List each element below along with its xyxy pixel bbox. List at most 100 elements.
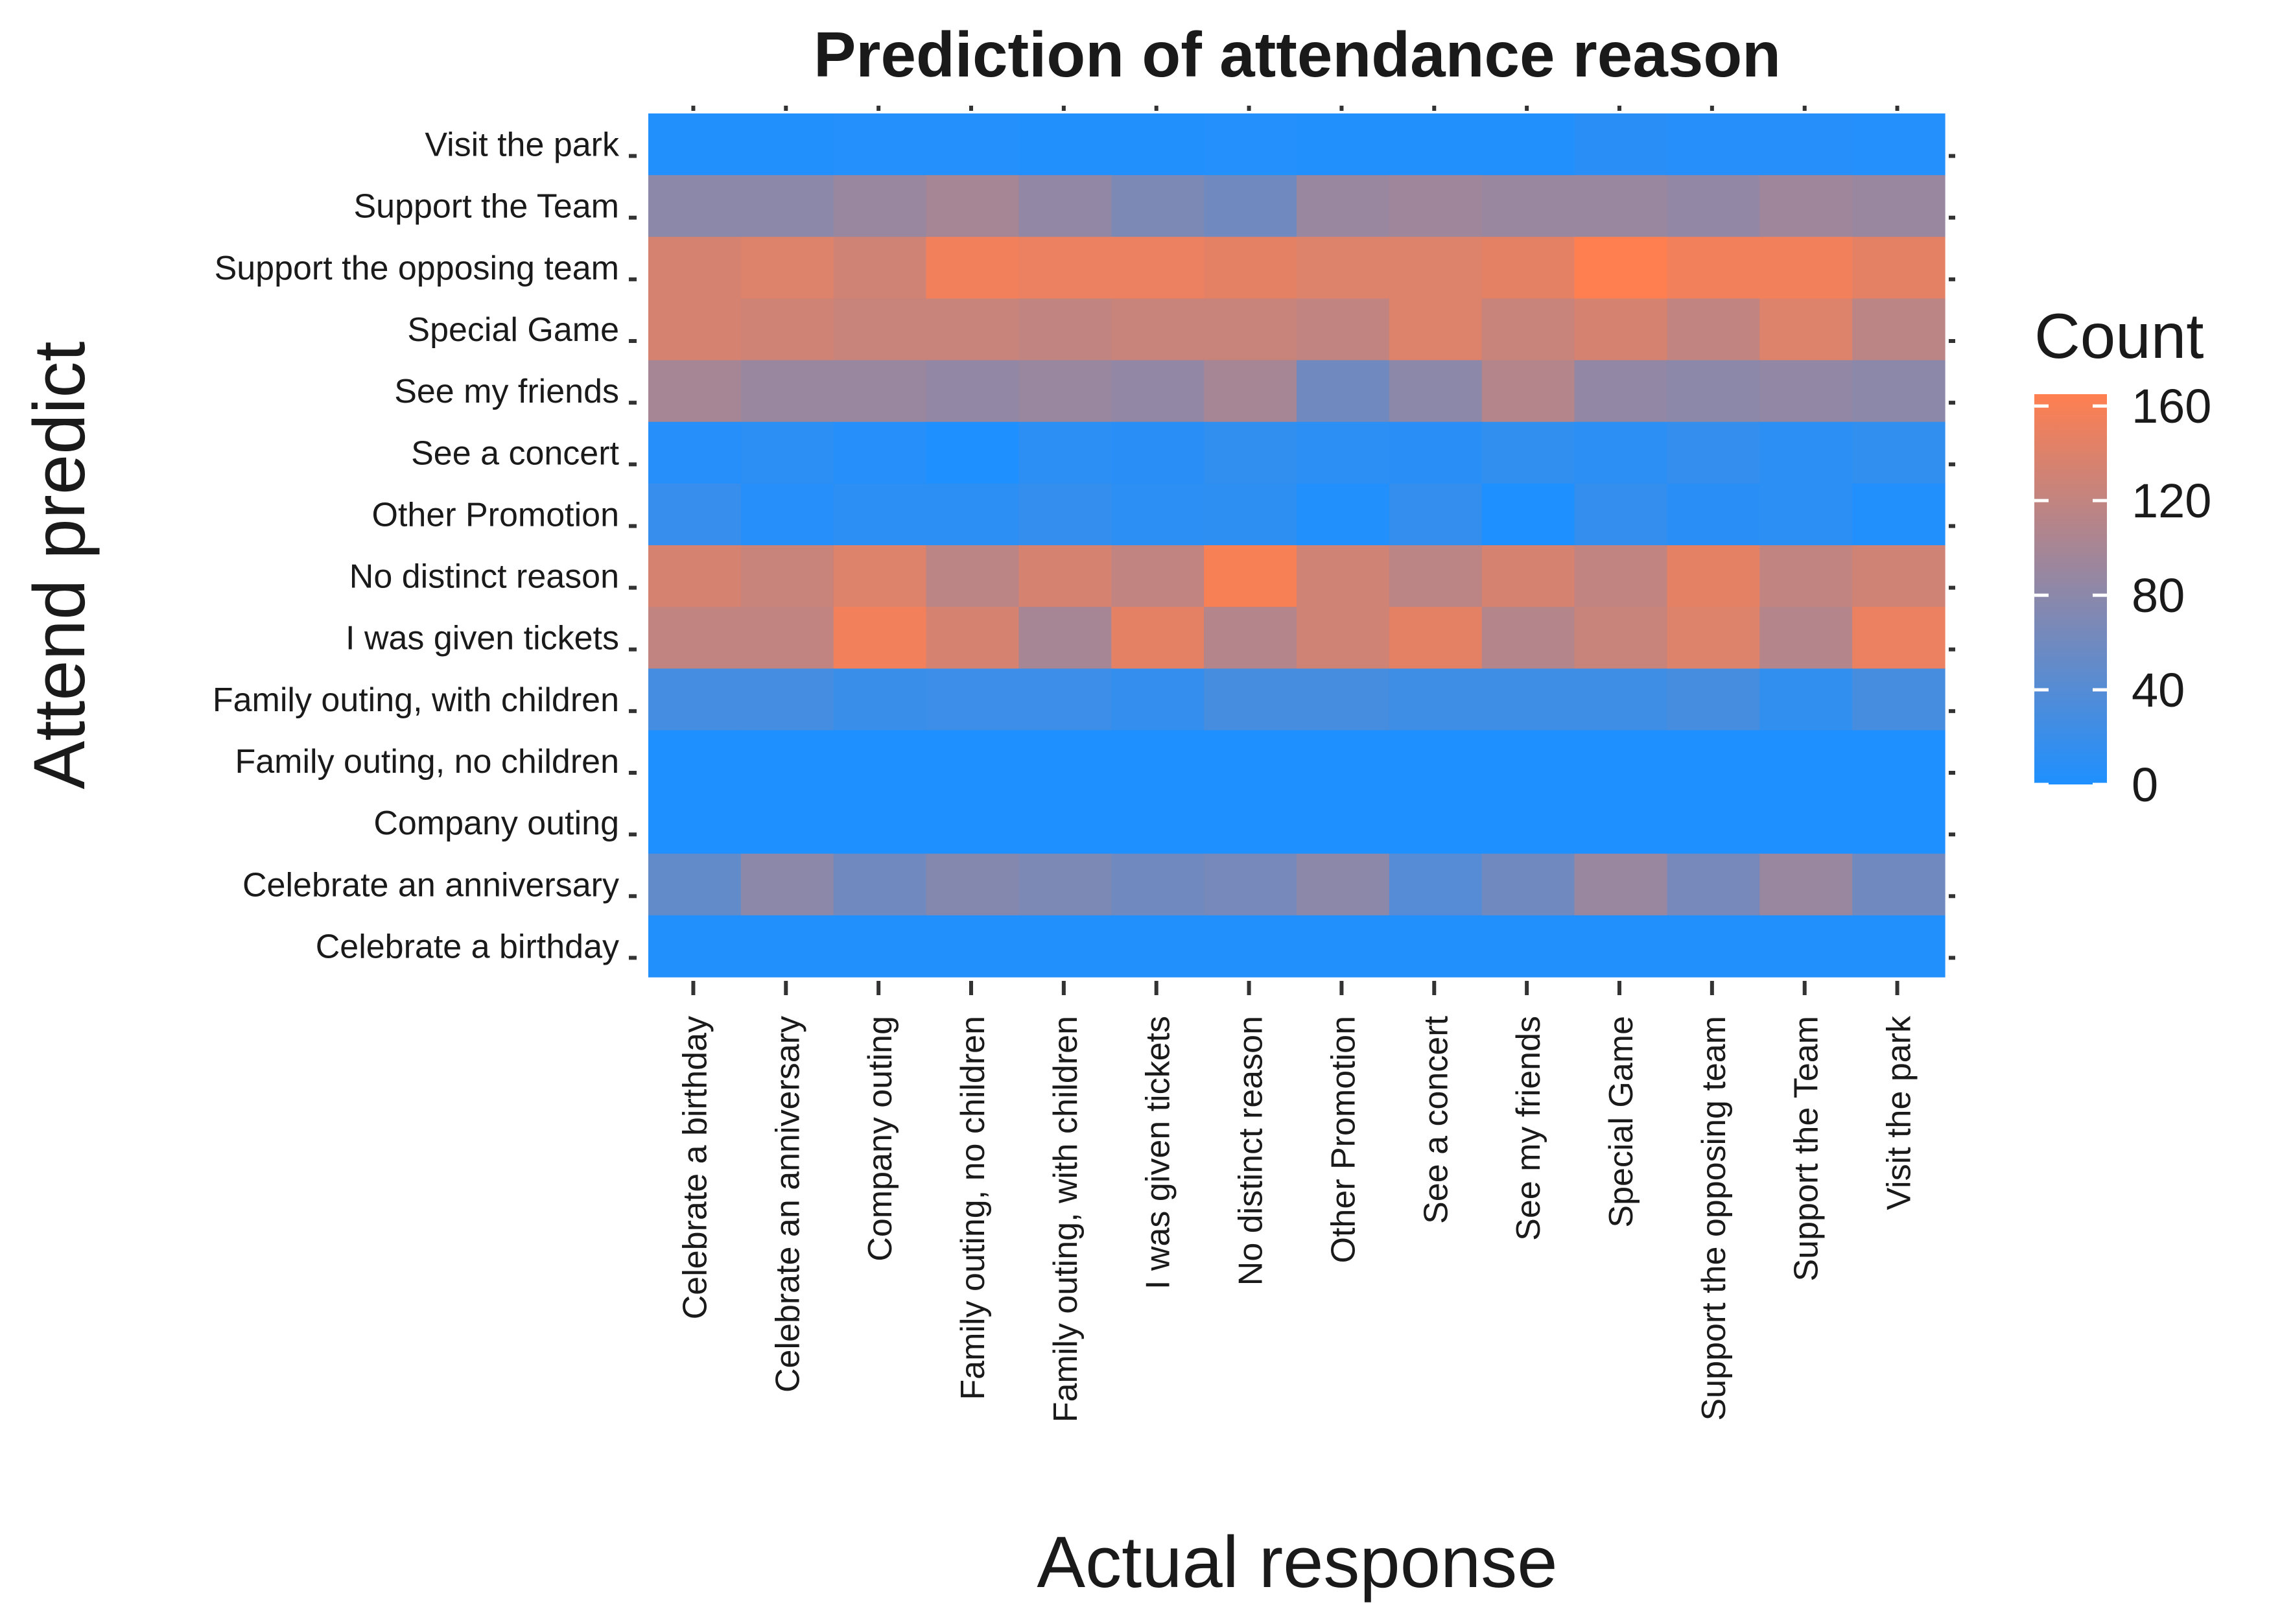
heatmap-cell [926,730,1020,793]
heatmap-cell [1297,483,1390,546]
heatmap-cell [1018,483,1112,546]
x-tick-label: Family outing, no children [954,1016,992,1400]
heatmap-cell [1297,668,1390,731]
heatmap-cell [1204,175,1297,237]
heatmap-cell [1018,113,1112,176]
heatmap-cell [1667,237,1760,300]
heatmap-cell [1667,175,1760,237]
y-tick-label: Support the Team [353,188,619,226]
heatmap-cell [1204,853,1297,916]
heatmap-cell [926,237,1020,300]
heatmap-cell [1111,175,1205,237]
heatmap-cell [1297,360,1390,423]
heatmap-cell [740,237,834,300]
y-tick-label: Company outing [373,805,619,842]
heatmap-cell [926,607,1020,669]
legend-tick-label: 160 [2132,379,2211,433]
heatmap-cell [1204,792,1297,854]
x-tick-label: Family outing, with children [1047,1016,1085,1422]
heatmap-cell [1852,175,1946,237]
heatmap-cell [1204,545,1297,607]
y-tick-label: Visit the park [425,126,620,164]
heatmap-cell [1667,545,1760,607]
heatmap-cell [1204,607,1297,669]
heatmap-cell [1481,113,1575,176]
y-tick-label: See a concert [411,434,619,472]
heatmap-cell [1481,792,1575,854]
heatmap-cell [1574,421,1668,484]
y-tick-label: Family outing, no children [235,743,619,781]
heatmap-cell [1389,113,1483,176]
heatmap-cell [1759,360,1853,423]
heatmap-cell [1667,607,1760,669]
heatmap-cell [926,668,1020,731]
heatmap-cell [1481,360,1575,423]
heatmap-cell [1111,792,1205,854]
heatmap-cell [740,915,834,978]
y-tick-label: Celebrate an anniversary [242,866,619,904]
legend-tick-label: 0 [2132,758,2158,812]
heatmap-cell [1297,792,1390,854]
heatmap-cell [1667,915,1760,978]
y-tick-label: See my friends [394,373,619,410]
heatmap-cell [1759,792,1853,854]
heatmap-cell [1759,668,1853,731]
heatmap-cell [1852,668,1946,731]
heatmap-cell [1297,421,1390,484]
heatmap-cell [1111,915,1205,978]
heatmap-cell [740,298,834,361]
legend-tick-label: 80 [2132,569,2185,622]
heatmap-cell [740,792,834,854]
heatmap-cell [926,483,1020,546]
heatmap-cell [833,113,927,176]
heatmap-cell [833,483,927,546]
x-axis: Celebrate a birthday Celebrate an anniver… [676,981,1918,1422]
heatmap-cell [1759,298,1853,361]
heatmap-cell [1111,360,1205,423]
heatmap-cell [1852,360,1946,423]
heatmap-cell [1852,421,1946,484]
heatmap-cell [926,853,1020,916]
heatmap-cell [926,792,1020,854]
heatmap-cell [1574,853,1668,916]
heatmap-cell [1574,237,1668,300]
right-tick-marks [1949,154,1955,960]
legend-ticks: 0 40 80 120 160 [2034,379,2211,812]
heatmap-cell [648,360,742,423]
heatmap-cell [740,483,834,546]
heatmap-cell [1481,237,1575,300]
x-tick-label: No distinct reason [1232,1016,1270,1286]
heatmap-cell [1204,483,1297,546]
heatmap-cell [1852,483,1946,546]
heatmap-cell [1574,113,1668,176]
heatmap-cell [1018,668,1112,731]
heatmap-cell [1297,730,1390,793]
heatmap-cell [833,915,927,978]
heatmap-cell [833,668,927,731]
heatmap-cell [1574,607,1668,669]
heatmap-cell [926,360,1020,423]
heatmap-cell [1852,792,1946,854]
heatmap-cell [1759,915,1853,978]
heatmap-cell [1297,175,1390,237]
heatmap-cell [926,113,1020,176]
heatmap-cell [1667,113,1760,176]
heatmap-cell [833,237,927,300]
heatmap-cell [1297,298,1390,361]
heatmap-cell [1574,915,1668,978]
heatmap-cell [1389,730,1483,793]
legend: Count 0 40 80 120 160 [2034,300,2211,812]
heatmap-cell [648,607,742,669]
heatmap-cell [1018,360,1112,423]
heatmap-cell [1667,853,1760,916]
heatmap-cell [740,545,834,607]
y-axis-title: Attend predict [19,341,100,789]
heatmap-cell [1759,175,1853,237]
heatmap-cell [1111,483,1205,546]
heatmap-cell [1389,792,1483,854]
heatmap-cell [1574,792,1668,854]
heatmap-cell [648,792,742,854]
heatmap-cell [1852,113,1946,176]
heatmap-cell [1297,113,1390,176]
heatmap-cell [648,298,742,361]
